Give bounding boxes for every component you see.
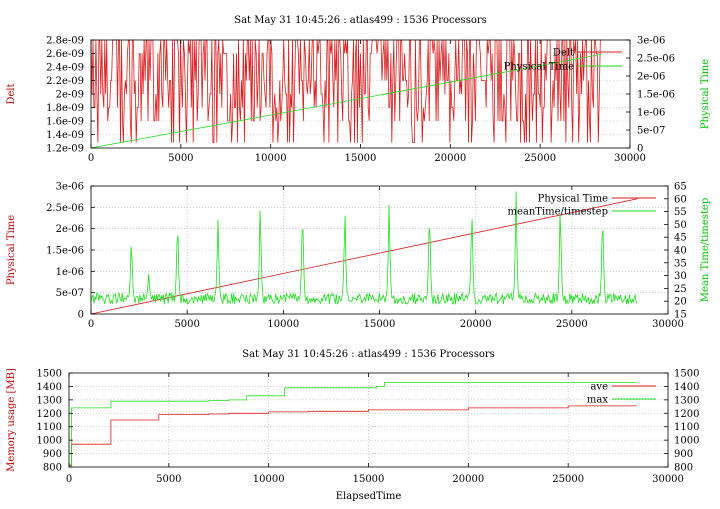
- chart-delt: 0 5000 10000 15000 20000 25000 30000 1.2e-09 1.4…: [6, 15, 711, 164]
- x-tick-label: 15000: [364, 319, 396, 330]
- y2-tick-label: 40: [674, 246, 687, 257]
- y2-tick-label: 2e-06: [637, 72, 665, 83]
- y-tick-label: 2e-06: [56, 224, 84, 235]
- x-tick-label: 15000: [353, 474, 385, 485]
- y2-tick-label: 65: [674, 182, 687, 193]
- y2-tick-label: 25: [674, 284, 687, 295]
- y-tick-label: 0: [78, 310, 84, 321]
- y2-tick-label: 0: [637, 144, 643, 155]
- y2-tick-label: 1e-06: [637, 108, 665, 119]
- x-tick-label: 25000: [552, 474, 584, 485]
- y2-tick-label: 800: [674, 463, 693, 474]
- series-line-ave: [69, 405, 637, 467]
- y-axis-label: Physical Time: [6, 215, 17, 285]
- y-tick-label: 1400: [37, 382, 62, 393]
- y-tick-label: 1200: [37, 409, 62, 420]
- y2-tick-label: 55: [674, 207, 687, 218]
- y2-tick-label: 30: [674, 271, 687, 282]
- y-tick-label: 3e-06: [56, 182, 84, 193]
- y2-tick-label: 35: [674, 258, 687, 269]
- y2-tick-label: 3e-06: [637, 36, 665, 47]
- y2-tick-label: 50: [674, 220, 687, 231]
- y-tick-label: 800: [43, 463, 62, 474]
- series-line-meantime-timestep: [90, 191, 638, 305]
- y2-tick-label: 2.5e-06: [637, 54, 675, 65]
- y-tick-label: 1300: [37, 395, 62, 406]
- x-tick-label: 30000: [652, 474, 684, 485]
- y2-tick-label: 20: [674, 297, 687, 308]
- legend-label: ave: [590, 382, 608, 393]
- y-tick-label: 1e-06: [56, 267, 84, 278]
- y-tick-label: 1.8e-09: [46, 103, 84, 114]
- y-tick-label: 1000: [37, 436, 62, 447]
- x-tick-label: 10000: [255, 153, 287, 164]
- legend-label: meanTime/timestep: [507, 207, 608, 218]
- y2-tick-label: 900: [674, 449, 693, 460]
- y-tick-label: 900: [43, 449, 62, 460]
- y-tick-label: 2.2e-09: [46, 76, 84, 87]
- y2-tick-label: 60: [674, 194, 687, 205]
- y2-tick-label: 5e-07: [637, 126, 665, 137]
- x-tick-label: 5000: [174, 319, 199, 330]
- x-tick-label: 0: [88, 153, 94, 164]
- x-tick-label: 10000: [267, 319, 299, 330]
- y2-tick-label: 1500: [674, 369, 699, 380]
- y2-tick-label: 1200: [674, 409, 699, 420]
- x-tick-label: 0: [66, 474, 72, 485]
- y2-tick-label: 1000: [674, 436, 699, 447]
- chart-memory: 0 5000 10000 15000 20000 25000 300008009001000…: [6, 349, 699, 502]
- x-tick-label: 30000: [652, 319, 684, 330]
- x-tick-label: 20000: [452, 474, 484, 485]
- x-axis-label: ElapsedTime: [336, 491, 402, 502]
- x-tick-label: 0: [88, 319, 94, 330]
- x-tick-label: 10000: [253, 474, 285, 485]
- x-tick-label: 20000: [434, 153, 466, 164]
- y2-axis-label: Mean Time/timestep: [700, 198, 711, 302]
- y2-tick-label: 45: [674, 233, 687, 244]
- chart-title: Sat May 31 10:45:26 : atlas499 : 1536 Pr…: [234, 15, 487, 26]
- legend-label: Physical Time: [504, 62, 574, 73]
- x-tick-label: 5000: [168, 153, 193, 164]
- y-tick-label: 2.8e-09: [46, 36, 84, 47]
- series-line-max: [69, 382, 637, 465]
- x-tick-label: 25000: [524, 153, 556, 164]
- x-tick-label: 5000: [156, 474, 181, 485]
- y-tick-label: 1100: [37, 422, 62, 433]
- y2-axis-label: Physical Time: [700, 59, 711, 129]
- y-tick-label: 1.6e-09: [46, 117, 84, 128]
- y-tick-label: 2.6e-09: [46, 49, 84, 60]
- series-line-physical-time: [90, 54, 602, 149]
- chart-physmean: 0 5000 10000 15000 20000 25000 30000 0 5e-07 1e-0…: [6, 182, 711, 331]
- x-tick-label: 15000: [345, 153, 377, 164]
- y-tick-label: 1.5e-06: [46, 246, 84, 257]
- legend-label: Delt: [553, 48, 574, 59]
- x-tick-label: 30000: [614, 153, 646, 164]
- y2-tick-label: 1.5e-06: [637, 90, 675, 101]
- x-tick-label: 25000: [556, 319, 588, 330]
- y2-tick-label: 1100: [674, 422, 699, 433]
- legend-label: Physical Time: [538, 194, 608, 205]
- y-tick-label: 2e-09: [56, 90, 84, 101]
- x-tick-label: 20000: [460, 319, 492, 330]
- y-tick-label: 2.5e-06: [46, 203, 84, 214]
- y-tick-label: 1.4e-09: [46, 130, 84, 141]
- y2-tick-label: 15: [674, 310, 687, 321]
- legend-label: max: [587, 395, 608, 406]
- y-axis-label: Delt: [6, 83, 17, 104]
- y2-tick-label: 1300: [674, 395, 699, 406]
- y-axis-label: Memory usage [MB]: [6, 368, 17, 472]
- y-tick-label: 1500: [37, 369, 62, 380]
- y-tick-label: 2.4e-09: [46, 63, 84, 74]
- y-tick-label: 5e-07: [56, 288, 84, 299]
- y2-tick-label: 1400: [674, 382, 699, 393]
- y-tick-label: 1.2e-09: [46, 144, 84, 155]
- chart-title: Sat May 31 10:45:26 : atlas499 : 1536 Pr…: [242, 349, 495, 360]
